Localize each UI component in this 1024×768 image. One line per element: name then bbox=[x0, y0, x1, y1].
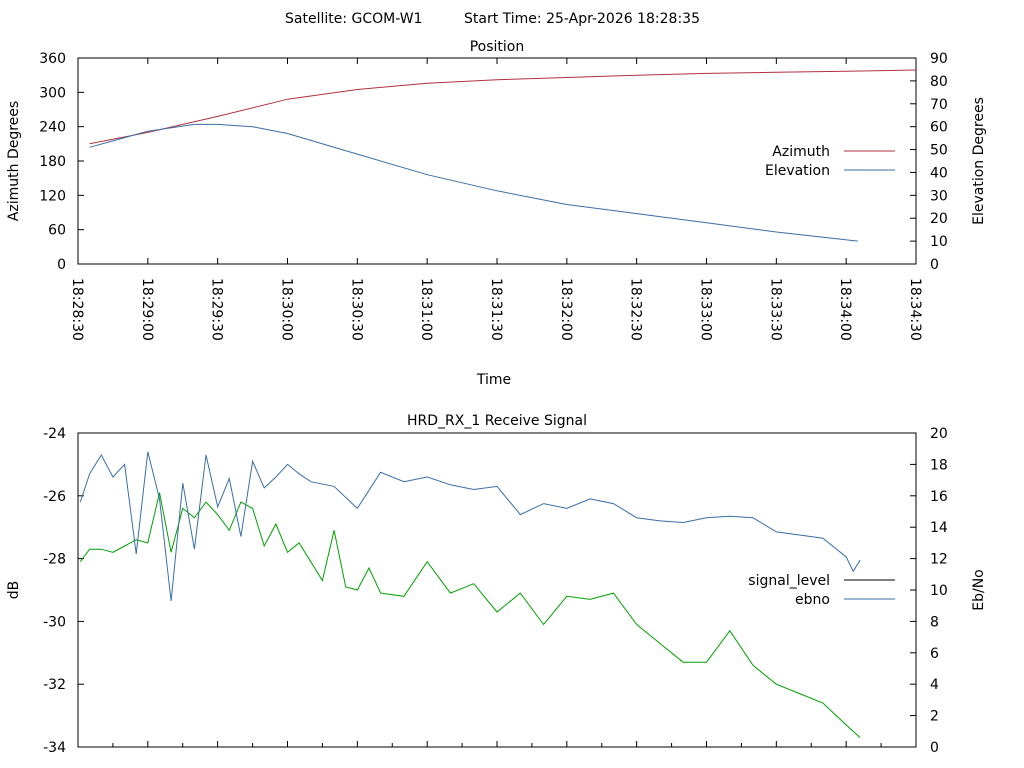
position-right-tick-label: 20 bbox=[930, 211, 948, 227]
position-right-tick-label: 60 bbox=[930, 120, 948, 136]
position-x-tick-label: 18:28:30 bbox=[69, 278, 85, 341]
position-left-tick-label: 180 bbox=[39, 154, 66, 170]
signal-right-tick-label: 14 bbox=[930, 520, 948, 536]
signal-right-tick-label: 10 bbox=[930, 583, 948, 599]
position-x-tick-label: 18:30:00 bbox=[279, 278, 295, 341]
signal-plot-frame bbox=[77, 432, 917, 748]
signal-right-axis: 0 2 4 6 8 10 12 14 16 18 20 bbox=[910, 426, 948, 756]
signal-left-tick-label: -30 bbox=[43, 614, 66, 630]
position-x-tick-label: 18:31:00 bbox=[418, 278, 434, 341]
position-left-tick-label: 240 bbox=[39, 120, 66, 136]
position-right-axis: 0 10 20 30 40 50 60 70 80 90 bbox=[910, 51, 948, 273]
position-x-tick-label: 18:34:30 bbox=[907, 278, 923, 341]
signal-left-tick-label: -24 bbox=[43, 426, 66, 442]
signal-left-tick-label: -26 bbox=[43, 489, 66, 505]
signal-right-tick-label: 2 bbox=[930, 709, 939, 725]
signal-y-left-label: dB bbox=[6, 581, 22, 600]
signal-left-tick-label: -32 bbox=[43, 677, 66, 693]
position-left-tick-label: 360 bbox=[39, 51, 66, 67]
position-y-right-label: Elevation Degrees bbox=[971, 97, 987, 225]
position-x-tick-label: 18:29:30 bbox=[209, 278, 225, 341]
position-left-axis: 0 60 120 180 240 300 360 bbox=[39, 51, 84, 273]
position-right-tick-label: 90 bbox=[930, 51, 948, 67]
signal-x-axis bbox=[77, 741, 917, 747]
legend-elevation-label: Elevation bbox=[765, 163, 830, 179]
signal-left-tick-label: -34 bbox=[43, 740, 66, 756]
signal-chart: HRD_RX_1 Receive Signal -34-32-30-28-26-… bbox=[6, 413, 987, 756]
signal-right-tick-label: 20 bbox=[930, 426, 948, 442]
position-left-tick-label: 0 bbox=[57, 257, 66, 273]
satellite-label: Satellite: GCOM-W1 bbox=[285, 11, 422, 27]
position-chart: Position 0 60 120 180 240 300 360 0 10 20 30 40 50 6… bbox=[6, 39, 987, 388]
signal-right-tick-label: 18 bbox=[930, 457, 948, 473]
position-x-axis: 18:28:30 18:29:00 18:29:30 18:30:00 18:30:30… bbox=[69, 58, 923, 341]
position-x-tick-label: 18:31:30 bbox=[488, 278, 504, 341]
legend-ebno-label: ebno bbox=[795, 592, 830, 608]
position-left-tick-label: 120 bbox=[39, 188, 66, 204]
signal-right-tick-label: 12 bbox=[930, 552, 948, 568]
legend-azimuth-label: Azimuth bbox=[772, 144, 830, 160]
signal-left-tick-label: -28 bbox=[43, 552, 66, 568]
legend-signal-label: signal_level bbox=[748, 573, 830, 589]
ebno-green-series-line bbox=[79, 492, 861, 738]
azimuth-series-line bbox=[89, 69, 917, 145]
position-right-tick-label: 40 bbox=[930, 165, 948, 181]
position-chart-title: Position bbox=[470, 39, 525, 55]
signal-y-right-label: Eb/No bbox=[971, 569, 987, 611]
signal-right-tick-label: 6 bbox=[930, 646, 939, 662]
position-x-tick-label: 18:33:00 bbox=[698, 278, 714, 341]
position-x-tick-label: 18:29:00 bbox=[139, 278, 155, 341]
signal-right-tick-label: 0 bbox=[930, 740, 939, 756]
position-x-tick-label: 18:30:30 bbox=[348, 278, 364, 341]
ebno-series-line bbox=[79, 451, 861, 602]
position-x-tick-label: 18:32:00 bbox=[558, 278, 574, 341]
position-right-tick-label: 80 bbox=[930, 74, 948, 90]
position-right-tick-label: 10 bbox=[930, 234, 948, 250]
signal-chart-title: HRD_RX_1 Receive Signal bbox=[407, 413, 587, 429]
position-left-tick-label: 300 bbox=[39, 85, 66, 101]
elevation-series-line bbox=[89, 123, 858, 242]
signal-left-axis: -34 -32 -30 -28 -26 -24 bbox=[43, 426, 84, 756]
start-time-label: Start Time: 25-Apr-2026 18:28:35 bbox=[464, 11, 700, 27]
signal-right-tick-label: 4 bbox=[930, 677, 939, 693]
position-x-tick-label: 18:32:30 bbox=[628, 278, 644, 341]
position-x-tick-label: 18:33:30 bbox=[767, 278, 783, 341]
position-x-tick-label: 18:34:00 bbox=[837, 278, 853, 341]
position-x-label: Time bbox=[476, 372, 511, 388]
position-right-tick-label: 70 bbox=[930, 97, 948, 113]
position-right-tick-label: 0 bbox=[930, 257, 939, 273]
position-left-tick-label: 60 bbox=[48, 223, 66, 239]
signal-right-tick-label: 16 bbox=[930, 489, 948, 505]
signal-right-tick-label: 8 bbox=[930, 614, 939, 630]
position-y-left-label: Azimuth Degrees bbox=[6, 101, 22, 221]
position-right-tick-label: 50 bbox=[930, 143, 948, 159]
position-right-tick-label: 30 bbox=[930, 188, 948, 204]
